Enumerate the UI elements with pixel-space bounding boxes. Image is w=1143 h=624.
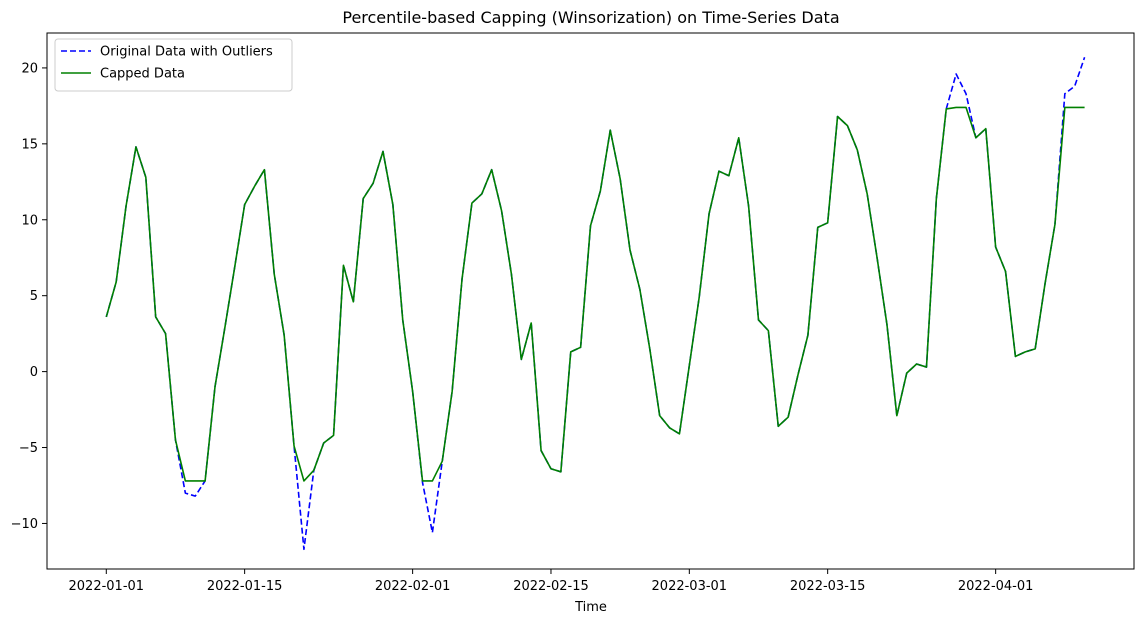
x-tick-label: 2022-03-01 [652, 579, 728, 594]
x-tick-label: 2022-03-15 [790, 579, 866, 594]
y-tick-label: −10 [11, 517, 38, 532]
x-axis-label: Time [574, 600, 607, 615]
legend-entry: Capped Data [100, 67, 185, 82]
x-tick-label: 2022-02-15 [513, 579, 589, 594]
axes-frame [46, 32, 1135, 570]
series-line-original [105, 57, 1086, 551]
series-line-capped [105, 106, 1085, 482]
y-tick-label: 15 [21, 137, 38, 152]
x-tick-label: 2022-01-01 [69, 579, 145, 594]
legend-entry: Original Data with Outliers [100, 45, 273, 60]
x-tick-label: 2022-02-01 [375, 579, 451, 594]
x-axis: 2022-01-01 2022-01-15 2022-02-01 2022-02-15… [69, 569, 1034, 594]
chart-title: Percentile-based Capping (Winsorization)… [342, 8, 839, 27]
x-tick-label: 2022-04-01 [958, 579, 1034, 594]
legend: Original Data with Outliers Capped Data [54, 38, 293, 92]
y-tick-label: 5 [30, 289, 38, 304]
x-tick-label: 2022-01-15 [207, 579, 283, 594]
y-tick-label: 0 [30, 365, 38, 380]
y-tick-label: −5 [19, 441, 38, 456]
y-tick-label: 20 [21, 61, 38, 76]
y-axis: −10 −5 0 5 10 15 20 [11, 61, 47, 532]
plot-lines [105, 57, 1086, 551]
y-tick-label: 10 [21, 213, 38, 228]
legend-box [54, 38, 293, 92]
